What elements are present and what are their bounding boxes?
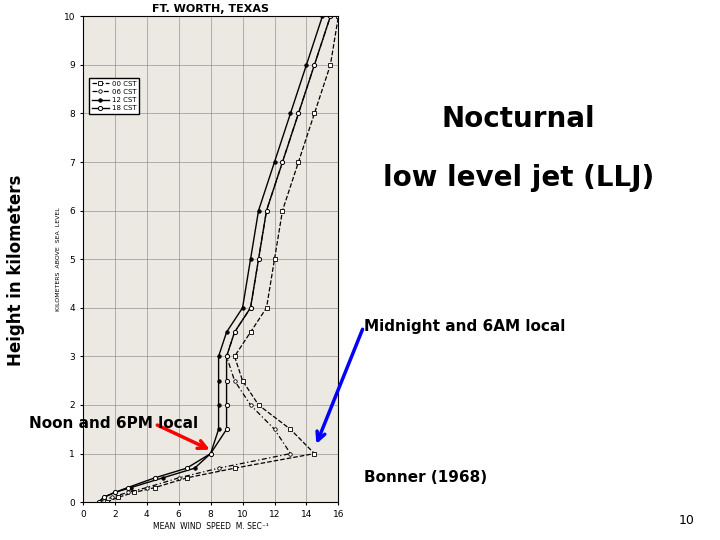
12 CST xyxy=(318,13,327,19)
18 CST xyxy=(222,377,231,384)
00 CST xyxy=(114,494,122,501)
18 CST xyxy=(246,305,255,311)
12 CST xyxy=(238,305,247,311)
06 CST xyxy=(230,329,239,335)
12 CST xyxy=(222,329,231,335)
00 CST xyxy=(334,13,343,19)
06 CST xyxy=(310,62,319,68)
06 CST xyxy=(270,426,279,433)
18 CST xyxy=(254,256,263,262)
06 CST xyxy=(262,207,271,214)
18 CST xyxy=(94,499,103,505)
12 CST xyxy=(215,402,223,408)
12 CST xyxy=(215,353,223,360)
06 CST xyxy=(286,450,294,457)
12 CST xyxy=(110,489,119,496)
Line: 18 CST: 18 CST xyxy=(96,14,333,504)
18 CST xyxy=(262,207,271,214)
12 CST xyxy=(206,450,215,457)
Line: 12 CST: 12 CST xyxy=(97,15,324,504)
12 CST xyxy=(215,377,223,384)
Text: Noon and 6PM local: Noon and 6PM local xyxy=(29,416,198,431)
18 CST xyxy=(294,110,303,117)
X-axis label: MEAN  WIND  SPEED  M. SEC⁻¹: MEAN WIND SPEED M. SEC⁻¹ xyxy=(153,522,269,531)
12 CST xyxy=(127,484,135,491)
12 CST xyxy=(215,426,223,433)
00 CST xyxy=(182,475,191,481)
00 CST xyxy=(150,484,159,491)
06 CST xyxy=(326,13,335,19)
12 CST xyxy=(302,62,311,68)
Line: 06 CST: 06 CST xyxy=(97,15,332,504)
12 CST xyxy=(246,256,255,262)
18 CST xyxy=(310,62,319,68)
06 CST xyxy=(246,402,255,408)
00 CST xyxy=(294,159,303,165)
00 CST xyxy=(286,426,294,433)
12 CST xyxy=(158,475,167,481)
Title: FT. WORTH, TEXAS: FT. WORTH, TEXAS xyxy=(152,4,269,14)
12 CST xyxy=(94,499,103,505)
18 CST xyxy=(222,402,231,408)
18 CST xyxy=(326,13,335,19)
Text: 10: 10 xyxy=(679,514,695,526)
Y-axis label: KILOMETERS  ABOVE  SEA  LEVEL: KILOMETERS ABOVE SEA LEVEL xyxy=(56,207,61,311)
00 CST xyxy=(130,489,138,496)
00 CST xyxy=(238,377,247,384)
18 CST xyxy=(123,484,132,491)
00 CST xyxy=(230,353,239,360)
12 CST xyxy=(270,159,279,165)
Text: low level jet (LLJ): low level jet (LLJ) xyxy=(383,164,654,192)
00 CST xyxy=(230,465,239,471)
18 CST xyxy=(222,426,231,433)
00 CST xyxy=(326,62,335,68)
18 CST xyxy=(222,353,231,360)
00 CST xyxy=(270,256,279,262)
18 CST xyxy=(99,494,108,501)
06 CST xyxy=(143,484,151,491)
18 CST xyxy=(230,329,239,335)
06 CST xyxy=(107,494,116,501)
06 CST xyxy=(94,499,103,505)
06 CST xyxy=(215,465,223,471)
00 CST xyxy=(254,402,263,408)
18 CST xyxy=(110,489,119,496)
00 CST xyxy=(310,450,319,457)
18 CST xyxy=(206,450,215,457)
12 CST xyxy=(190,465,199,471)
00 CST xyxy=(246,329,255,335)
Text: Nocturnal: Nocturnal xyxy=(441,105,595,133)
00 CST xyxy=(278,207,287,214)
12 CST xyxy=(99,494,108,501)
06 CST xyxy=(222,353,231,360)
Text: Bonner (1968): Bonner (1968) xyxy=(364,470,487,485)
06 CST xyxy=(246,305,255,311)
06 CST xyxy=(123,489,132,496)
18 CST xyxy=(150,475,159,481)
00 CST xyxy=(262,305,271,311)
00 CST xyxy=(310,110,319,117)
Line: 00 CST: 00 CST xyxy=(105,15,340,504)
12 CST xyxy=(286,110,294,117)
06 CST xyxy=(254,256,263,262)
06 CST xyxy=(174,475,183,481)
12 CST xyxy=(254,207,263,214)
00 CST xyxy=(102,499,111,505)
Legend: 00 CST, 06 CST, 12 CST, 18 CST: 00 CST, 06 CST, 12 CST, 18 CST xyxy=(89,78,139,114)
06 CST xyxy=(230,377,239,384)
18 CST xyxy=(182,465,191,471)
06 CST xyxy=(294,110,303,117)
18 CST xyxy=(278,159,287,165)
Text: Height in kilometers: Height in kilometers xyxy=(6,174,24,366)
06 CST xyxy=(278,159,287,165)
Text: Midnight and 6AM local: Midnight and 6AM local xyxy=(364,319,565,334)
